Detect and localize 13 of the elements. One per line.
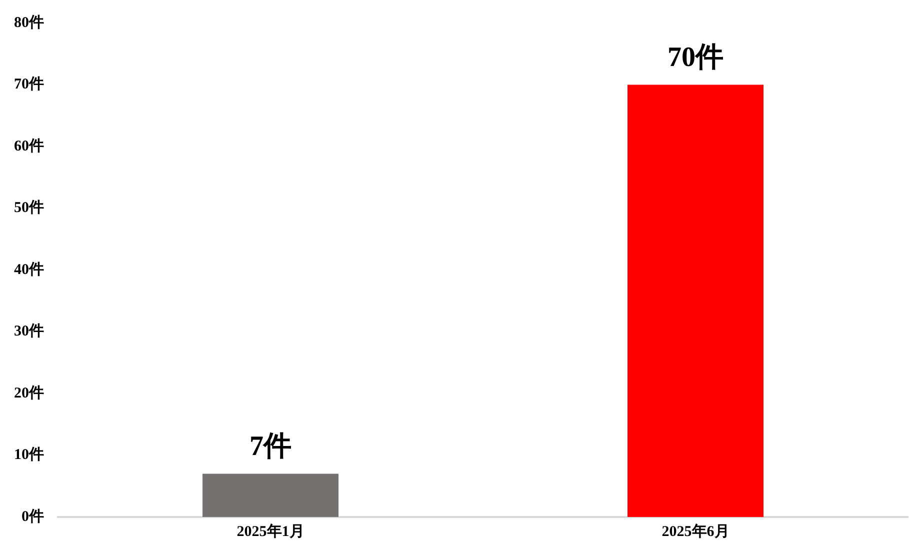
y-tick-label: 60件 bbox=[14, 137, 44, 154]
y-tick-label: 30件 bbox=[14, 322, 44, 340]
y-tick-label: 50件 bbox=[14, 199, 44, 216]
y-tick-label: 20件 bbox=[14, 384, 44, 402]
y-tick-label: 70件 bbox=[14, 76, 44, 93]
x-tick-label: 2025年6月 bbox=[662, 522, 730, 540]
y-tick-label: 10件 bbox=[14, 446, 44, 464]
y-tick-label: 0件 bbox=[22, 508, 44, 525]
data-label: 7件 bbox=[250, 431, 292, 462]
x-tick-label: 2025年1月 bbox=[236, 522, 304, 540]
y-tick-label: 40件 bbox=[14, 260, 44, 278]
data-label: 70件 bbox=[668, 42, 724, 73]
y-tick-label: 80件 bbox=[14, 14, 44, 31]
